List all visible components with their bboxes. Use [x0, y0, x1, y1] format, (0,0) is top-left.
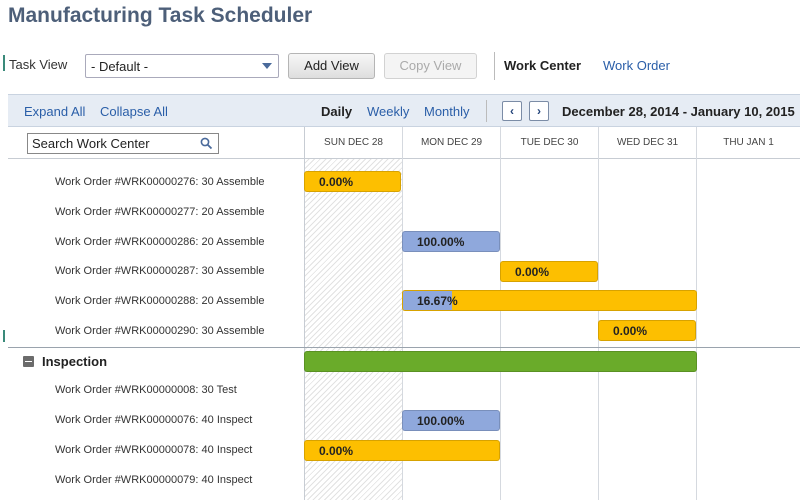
group-separator — [8, 347, 800, 348]
task-progress-label: 100.00% — [417, 235, 465, 249]
task-view-label: Task View — [9, 57, 68, 72]
task-bar[interactable]: 0.00% — [500, 261, 598, 282]
date-range-label: December 28, 2014 - January 10, 2015 — [562, 104, 795, 119]
scheduler-toolbar: Expand All Collapse All Daily Weekly Mon… — [8, 94, 800, 127]
work-order-row-label[interactable]: Work Order #WRK00000276: 30 Assemble — [55, 176, 265, 188]
collapse-icon[interactable] — [23, 356, 34, 367]
caret-down-icon — [262, 63, 272, 69]
search-value: Search Work Center — [32, 136, 150, 151]
task-progress-label: 100.00% — [417, 414, 465, 428]
chevron-left-icon: ‹ — [510, 104, 514, 118]
divider — [304, 127, 305, 500]
task-view-select[interactable]: - Default - — [85, 54, 279, 78]
page-title: Manufacturing Task Scheduler — [8, 4, 313, 27]
task-bar[interactable]: 100.00% — [402, 231, 500, 252]
task-bar[interactable]: 0.00% — [304, 440, 500, 461]
weekly-view-tab[interactable]: Weekly — [367, 104, 410, 119]
prev-period-button[interactable]: ‹ — [502, 101, 522, 121]
task-bar[interactable]: 0.00% — [598, 320, 696, 341]
day-gridline — [500, 159, 501, 500]
search-work-center-input[interactable]: Search Work Center — [27, 133, 219, 154]
divider — [494, 52, 495, 80]
task-progress-label: 0.00% — [319, 175, 354, 189]
group-label-inspection[interactable]: Inspection — [42, 354, 108, 369]
task-progress-fill — [403, 291, 452, 310]
task-view-value: - Default - — [91, 59, 149, 74]
task-bar[interactable]: 16.67% — [402, 290, 697, 311]
work-center-tab[interactable]: Work Center — [504, 58, 582, 73]
work-order-row-label[interactable]: Work Order #WRK00000008: 30 Test — [55, 384, 237, 396]
add-view-button[interactable]: Add View — [288, 53, 375, 79]
task-progress-label: 0.00% — [613, 324, 648, 338]
work-order-row-label[interactable]: Work Order #WRK00000277: 20 Assemble — [55, 206, 265, 218]
day-header: TUE DEC 30 — [500, 127, 598, 159]
divider — [486, 100, 487, 122]
timeline-header: Search Work Center SUN DEC 28 MON DEC 29… — [8, 127, 800, 159]
left-edge-marker — [3, 330, 5, 342]
day-header: THU JAN 1 — [696, 127, 800, 159]
task-progress-label: 0.00% — [515, 265, 550, 279]
group-summary-bar[interactable] — [304, 351, 697, 372]
left-edge-marker — [3, 55, 5, 71]
daily-view-tab[interactable]: Daily — [321, 104, 353, 119]
next-period-button[interactable]: › — [529, 101, 549, 121]
day-header: SUN DEC 28 — [304, 127, 402, 159]
day-gridline — [696, 159, 697, 500]
day-header: MON DEC 29 — [402, 127, 500, 159]
task-bar[interactable]: 100.00% — [402, 410, 500, 431]
task-bar[interactable]: 0.00% — [304, 171, 401, 192]
copy-view-button[interactable]: Copy View — [384, 53, 477, 79]
collapse-all-link[interactable]: Collapse All — [100, 104, 168, 119]
search-icon — [200, 137, 213, 150]
expand-all-link[interactable]: Expand All — [24, 104, 86, 119]
work-order-row-label[interactable]: Work Order #WRK00000079: 40 Inspect — [55, 474, 253, 486]
work-order-row-label[interactable]: Work Order #WRK00000286: 20 Assemble — [55, 236, 265, 248]
work-order-row-label[interactable]: Work Order #WRK00000078: 40 Inspect — [55, 444, 253, 456]
timeline-grid: Work Order #WRK00000276: 30 Assemble Wor… — [8, 127, 800, 500]
task-progress-label: 0.00% — [319, 444, 354, 458]
work-order-row-label[interactable]: Work Order #WRK00000290: 30 Assemble — [55, 325, 265, 337]
day-header: WED DEC 31 — [598, 127, 696, 159]
work-order-row-label[interactable]: Work Order #WRK00000287: 30 Assemble — [55, 265, 265, 277]
monthly-view-tab[interactable]: Monthly — [424, 104, 470, 119]
chevron-right-icon: › — [537, 104, 541, 118]
work-order-tab[interactable]: Work Order — [603, 58, 670, 73]
work-order-row-label[interactable]: Work Order #WRK00000288: 20 Assemble — [55, 295, 265, 307]
task-progress-label: 16.67% — [417, 294, 458, 308]
work-order-row-label[interactable]: Work Order #WRK00000076: 40 Inspect — [55, 414, 253, 426]
day-gridline — [402, 159, 403, 500]
